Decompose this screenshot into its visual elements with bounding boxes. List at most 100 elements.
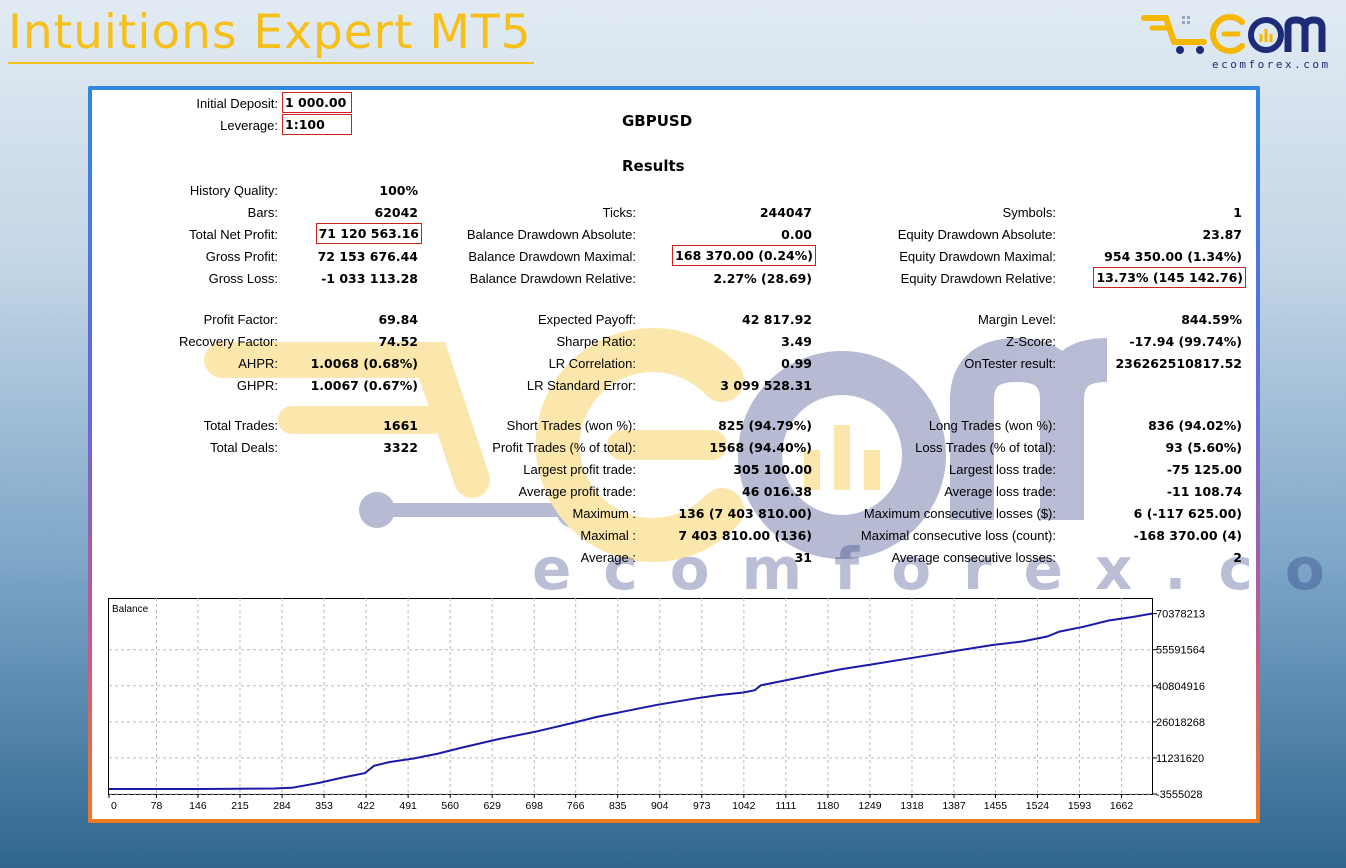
col3-value-11: 6 (-117 625.00): [1133, 506, 1242, 521]
col1-label-9: Total Trades:: [203, 418, 278, 433]
col1-label-3: Gross Profit:: [205, 249, 278, 264]
col2-value-11: 46 016.38: [742, 484, 812, 499]
col3-value-1: 23.87: [1202, 227, 1242, 242]
col1-label-0: History Quality:: [189, 183, 278, 198]
col3-label-4: Margin Level:: [977, 312, 1056, 327]
col3-value-13: 2: [1233, 550, 1242, 565]
chart-xtick-label-17: 1180: [817, 800, 840, 812]
ecom-logo: ecomforex.com: [1138, 4, 1338, 72]
col3-label-12: Maximal consecutive loss (count):: [860, 528, 1056, 543]
chart-xtick-label-4: 284: [273, 800, 291, 812]
col2-label-11: Average profit trade:: [518, 484, 636, 499]
col3-value-8: 93 (5.60%): [1165, 440, 1242, 455]
col2-value-4: 42 817.92: [742, 312, 812, 327]
chart-xtick-label-21: 1455: [984, 800, 1008, 812]
col2-value-2: 168 370.00 (0.24%): [672, 245, 816, 266]
col2-value-9: 1568 (94.40%): [709, 440, 812, 455]
cart-logo-icon: [1141, 14, 1326, 54]
col3-label-9: Largest loss trade:: [949, 462, 1056, 477]
chart-xtick-label-6: 422: [357, 800, 375, 812]
col2-label-12: Maximum :: [572, 506, 636, 521]
chart-xtick-label-11: 766: [567, 800, 585, 812]
chart-xtick-label-3: 215: [231, 800, 249, 812]
col2-label-7: LR Standard Error:: [526, 378, 636, 393]
col2-label-1: Balance Drawdown Absolute:: [466, 227, 636, 242]
chart-xtick-label-14: 973: [693, 800, 711, 812]
col1-label-1: Bars:: [247, 205, 278, 220]
col3-value-0: 1: [1233, 205, 1242, 220]
col2-value-10: 305 100.00: [733, 462, 812, 477]
col3-label-11: Maximum consecutive losses ($):: [863, 506, 1056, 521]
col3-value-12: -168 370.00 (4): [1133, 528, 1242, 543]
col1-value-0: 100%: [379, 183, 418, 198]
col1-label-2: Total Net Profit:: [189, 227, 278, 242]
watermark-text: ecomforex.com: [532, 535, 1346, 603]
col3-value-7: 836 (94.02%): [1148, 418, 1242, 433]
leverage-value: 1:100: [282, 114, 352, 135]
col3-value-9: -75 125.00: [1166, 462, 1242, 477]
col1-value-6: 74.52: [378, 334, 418, 349]
col2-label-10: Largest profit trade:: [523, 462, 636, 477]
col2-label-6: LR Correlation:: [548, 356, 636, 371]
chart-xtick-label-8: 560: [441, 800, 459, 812]
chart-xtick-label-15: 1042: [732, 800, 756, 812]
report-frame: ecomforex.com Initial Deposit: 1 000.00 …: [88, 86, 1346, 823]
col1-label-4: Gross Loss:: [208, 271, 278, 286]
col3-label-8: Loss Trades (% of total):: [915, 440, 1056, 455]
chart-xtick-label-22: 1524: [1026, 800, 1050, 812]
col1-value-1: 62042: [374, 205, 419, 220]
chart-xtick-label-23: 1593: [1068, 800, 1092, 812]
col2-value-1: 0.00: [781, 227, 812, 242]
col3-label-6: OnTester result:: [964, 356, 1056, 371]
col2-label-0: Ticks:: [602, 205, 636, 220]
col2-value-3: 2.27% (28.69): [713, 271, 812, 286]
balance-chart: Balance 70378213 55591564 40804916 26018268 1…: [108, 598, 1238, 814]
col1-label-8: GHPR:: [236, 378, 278, 393]
col3-label-2: Equity Drawdown Maximal:: [899, 249, 1056, 264]
col3-value-5: -17.94 (99.74%): [1129, 334, 1242, 349]
col3-label-1: Equity Drawdown Absolute:: [897, 227, 1056, 242]
chart-ytick-label-0: 70378213: [1156, 609, 1205, 621]
balance-chart-svg: Balance 70378213 55591564 40804916 26018268 1…: [108, 598, 1205, 812]
col2-label-13: Maximal :: [580, 528, 636, 543]
leverage-label: Leverage:: [220, 118, 278, 133]
results-heading: Results: [622, 157, 685, 175]
balance-series-line-0: [109, 612, 1153, 790]
col2-value-8: 825 (94.79%): [718, 418, 812, 433]
chart-xtick-label-10: 698: [525, 800, 543, 812]
col3-label-10: Average loss trade:: [944, 484, 1056, 499]
tester-report: ecomforex.com Initial Deposit: 1 000.00 …: [92, 90, 1346, 819]
chart-xtick-label-9: 629: [483, 800, 501, 812]
initial-deposit-label: Initial Deposit:: [196, 96, 278, 111]
col2-label-8: Short Trades (won %):: [506, 418, 636, 433]
logo-url: ecomforex.com: [1212, 58, 1331, 71]
col2-value-6: 0.99: [781, 356, 812, 371]
col1-value-4: -1 033 113.28: [321, 271, 418, 286]
chart-xtick-label-20: 1387: [942, 800, 966, 812]
col1-label-7: AHPR:: [238, 356, 278, 371]
col3-value-6: 236262510817.52: [1115, 356, 1242, 371]
col3-label-7: Long Trades (won %):: [928, 418, 1056, 433]
col1-value-8: 1.0067 (0.67%): [310, 378, 418, 393]
col2-label-9: Profit Trades (% of total):: [492, 440, 636, 455]
chart-xtick-label-0: 0: [111, 800, 117, 812]
chart-xtick-label-13: 904: [651, 800, 669, 812]
chart-ytick-label-5: -3555028: [1156, 789, 1203, 801]
col1-label-5: Profit Factor:: [203, 312, 278, 327]
chart-xtick-label-2: 146: [189, 800, 207, 812]
col1-label-6: Recovery Factor:: [179, 334, 278, 349]
chart-xtick-label-19: 1318: [900, 800, 924, 812]
chart-xtick-label-18: 1249: [858, 800, 882, 812]
col3-value-4: 844.59%: [1181, 312, 1242, 327]
col1-value-2: 71 120 563.16: [315, 223, 422, 244]
col1-value-3: 72 153 676.44: [317, 249, 418, 264]
col2-value-0: 244047: [759, 205, 812, 220]
col2-value-5: 3.49: [781, 334, 812, 349]
chart-xtick-label-16: 1111: [775, 800, 796, 812]
chart-xtick-label-1: 78: [151, 800, 163, 812]
initial-deposit-value: 1 000.00: [282, 92, 352, 113]
chart-xtick-label-24: 1662: [1110, 800, 1134, 812]
col2-value-7: 3 099 528.31: [720, 378, 812, 393]
chart-xtick-label-12: 835: [609, 800, 627, 812]
chart-ytick-label-4: 11231620: [1156, 753, 1204, 765]
